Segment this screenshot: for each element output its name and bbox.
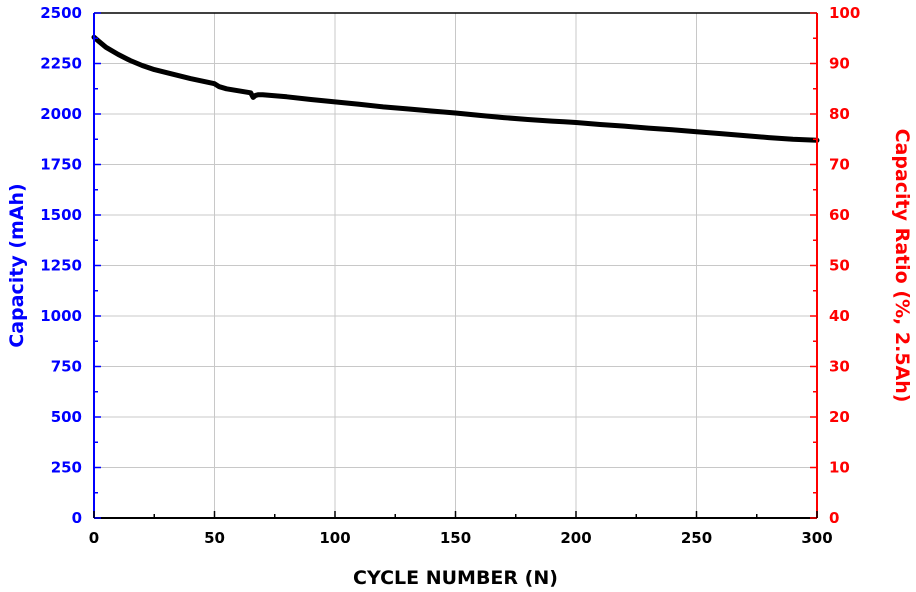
x-axis-title: CYCLE NUMBER (N): [353, 567, 558, 589]
right-axis-tick-label: 70: [829, 156, 850, 174]
capacity-series-line: [91, 34, 820, 143]
right-axis-tick-label: 10: [829, 459, 850, 477]
left-axis-tick-label: 500: [51, 408, 82, 426]
right-axis-tick-label: 30: [829, 358, 850, 376]
left-axis-tick-label: 750: [51, 358, 82, 376]
right-axis-title: Capacity Ratio (%, 2.5Ah): [891, 129, 913, 403]
right-axis-tick-label: 60: [829, 206, 850, 224]
right-axis-tick-label: 0: [829, 509, 839, 527]
right-axis-tick-label: 40: [829, 307, 850, 325]
bottom-axis-tick-label: 250: [681, 529, 712, 547]
left-axis-tick-label: 2250: [40, 55, 82, 73]
bottom-axis-tick-label: 50: [204, 529, 225, 547]
right-axis-tick-label: 20: [829, 408, 850, 426]
right-axis-tick-label: 50: [829, 257, 850, 275]
left-axis-tick-label: 250: [51, 459, 82, 477]
bottom-axis-tick-label: 200: [560, 529, 591, 547]
left-axis-tick-label: 1250: [40, 257, 82, 275]
left-axis-tick-label: 1750: [40, 156, 82, 174]
bottom-axis-tick-label: 150: [440, 529, 471, 547]
right-axis-tick-label: 100: [829, 4, 860, 22]
bottom-axis-tick-label: 0: [89, 529, 99, 547]
bottom-axis-tick-label: 100: [319, 529, 350, 547]
left-axis-tick-label: 0: [72, 509, 82, 527]
bottom-axis-tick-label: 300: [801, 529, 832, 547]
right-axis-tick-label: 90: [829, 55, 850, 73]
left-axis-tick-label: 2500: [40, 4, 82, 22]
left-axis-tick-label: 1500: [40, 206, 82, 224]
right-axis-tick-label: 80: [829, 105, 850, 123]
left-axis-tick-label: 1000: [40, 307, 82, 325]
left-axis-title: Capacity (mAh): [6, 183, 28, 347]
left-axis-tick-label: 2000: [40, 105, 82, 123]
